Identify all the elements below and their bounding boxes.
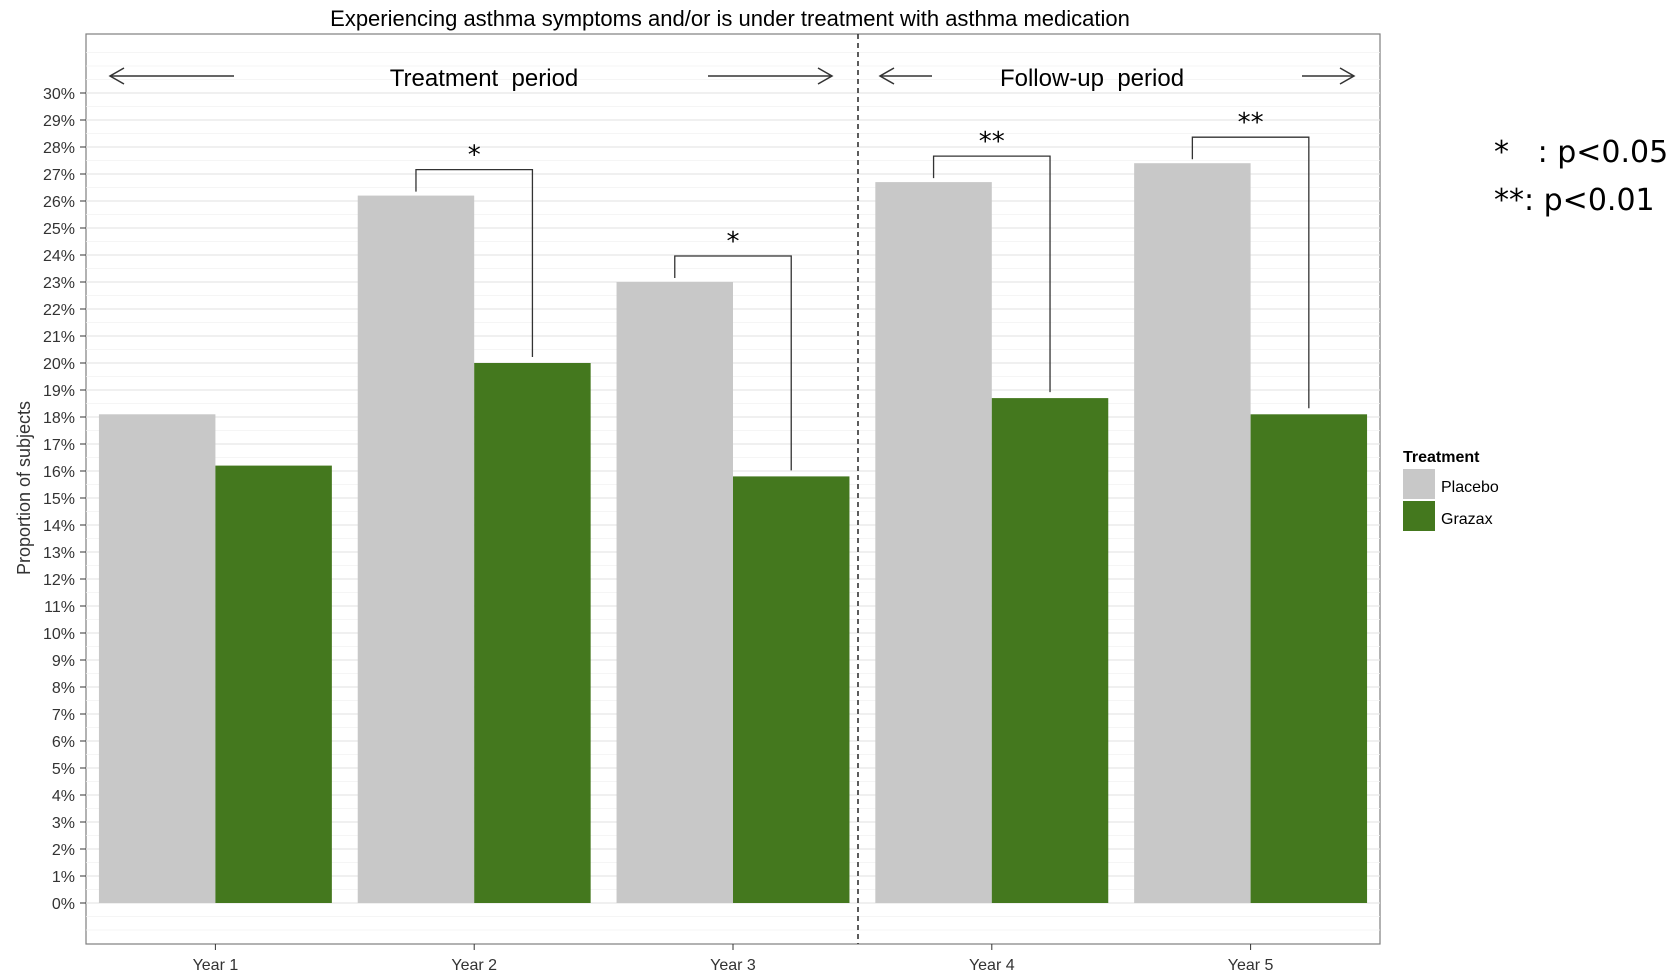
y-tick-label: 28% — [43, 140, 75, 157]
bar-placebo-year-1 — [98, 414, 216, 903]
y-tick-label: 20% — [43, 356, 75, 373]
legend-label-grazax: Grazax — [1441, 511, 1493, 528]
y-tick-label: 3% — [52, 815, 75, 832]
significance-marker: ** — [1238, 108, 1264, 138]
bar-grazax-year-2 — [474, 363, 591, 903]
period-arrows — [108, 67, 1356, 85]
y-tick-label: 10% — [43, 626, 75, 643]
y-tick-label: 7% — [52, 707, 75, 724]
y-tick-label: 15% — [43, 491, 75, 508]
y-tick-label: 6% — [52, 734, 75, 751]
y-tick-label: 13% — [43, 545, 75, 562]
bar-placebo-year-4 — [875, 182, 992, 904]
y-tick-label: 12% — [43, 572, 75, 589]
y-tick-label: 26% — [43, 194, 75, 211]
y-axis-label: Proportion of subjects — [14, 401, 34, 575]
y-tick-label: 9% — [52, 653, 75, 670]
significance-marker: * — [468, 141, 481, 171]
significance-note-2: **: p<0.01 — [1494, 183, 1655, 218]
y-tick-label: 23% — [43, 275, 75, 292]
bar-placebo-year-2 — [357, 195, 475, 904]
y-tick-label: 29% — [43, 113, 75, 130]
legend: Treatment Placebo Grazax — [1403, 449, 1499, 531]
y-tick-label: 2% — [52, 842, 75, 859]
y-tick-label: 27% — [43, 167, 75, 184]
y-tick-label: 25% — [43, 221, 75, 238]
x-tick-label: Year 4 — [969, 957, 1015, 974]
legend-swatch-placebo — [1403, 469, 1435, 499]
significance-note-1: * : p<0.05 — [1494, 135, 1668, 170]
x-tick-label: Year 1 — [193, 957, 239, 974]
legend-title: Treatment — [1403, 449, 1480, 466]
y-tick-label: 21% — [43, 329, 75, 346]
y-tick-label: 4% — [52, 788, 75, 805]
significance-bracket — [932, 155, 1051, 393]
y-tick-label: 5% — [52, 761, 75, 778]
y-tick-label: 18% — [43, 410, 75, 427]
y-tick-label: 14% — [43, 518, 75, 535]
y-axis-ticks: 0% 1% 2% 3% 4% 5% 6% 7% 8% 9% 10% 11% 12% 13% 14% 15% 16… — [43, 86, 86, 913]
treatment-period-label: Treatment period — [390, 65, 579, 92]
y-tick-label: 30% — [43, 86, 75, 103]
y-tick-label: 24% — [43, 248, 75, 265]
bar-grazax-year-5 — [1250, 414, 1368, 903]
x-tick-label: Year 5 — [1228, 957, 1274, 974]
y-tick-label: 8% — [52, 680, 75, 697]
legend-label-placebo: Placebo — [1441, 479, 1499, 496]
bars — [98, 163, 1368, 904]
significance-bracket — [415, 168, 534, 357]
significance-marker: ** — [979, 127, 1005, 157]
bar-placebo-year-5 — [1134, 163, 1251, 903]
chart-title: Experiencing asthma symptoms and/or is u… — [330, 6, 1130, 31]
significance-bracket — [674, 255, 792, 471]
y-tick-label: 1% — [52, 869, 75, 886]
significance-brackets: ****** — [415, 108, 1310, 471]
follow-up-period-label: Follow-up period — [1000, 65, 1184, 92]
legend-swatch-grazax — [1403, 501, 1435, 531]
y-tick-label: 11% — [44, 599, 75, 616]
x-tick-label: Year 2 — [451, 957, 497, 974]
x-axis-ticks: Year 1 Year 2 Year 3 Year 4 Year 5 — [193, 944, 1274, 974]
y-tick-label: 22% — [43, 302, 75, 319]
y-tick-label: 19% — [43, 383, 75, 400]
significance-bracket — [1191, 136, 1310, 409]
y-tick-label: 17% — [43, 437, 75, 454]
bar-placebo-year-3 — [616, 282, 733, 903]
bar-grazax-year-3 — [733, 476, 850, 903]
y-tick-label: 16% — [43, 464, 75, 481]
x-tick-label: Year 3 — [710, 957, 756, 974]
bar-grazax-year-1 — [215, 465, 332, 903]
y-tick-label: 0% — [52, 896, 75, 913]
significance-marker: * — [727, 227, 740, 257]
bar-grazax-year-4 — [991, 398, 1109, 903]
